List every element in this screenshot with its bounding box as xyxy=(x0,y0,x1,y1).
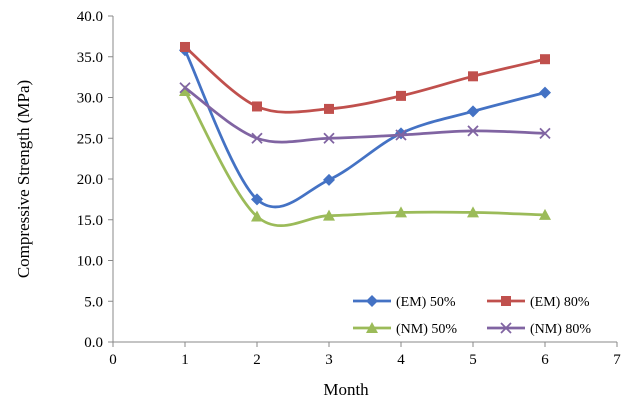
x-axis-title: Month xyxy=(323,380,369,399)
data-point xyxy=(323,132,335,144)
y-tick-label: 40.0 xyxy=(77,9,103,25)
data-point xyxy=(324,103,334,114)
legend-label: (NM) 50% xyxy=(396,322,457,337)
series-group xyxy=(179,41,551,227)
series-line xyxy=(184,86,546,144)
data-point xyxy=(251,132,263,144)
data-point xyxy=(395,127,407,140)
x-tick-label: 4 xyxy=(397,352,405,368)
plot-area: 0.0 5.0 10.0 15.0 20.0 25.0 30.0 35.0 40.0 0 1 2 3 4… xyxy=(77,9,622,368)
data-point xyxy=(468,71,478,82)
y-tick-label: 5.0 xyxy=(84,294,103,310)
data-point xyxy=(539,127,551,139)
data-point xyxy=(323,209,335,221)
data-point xyxy=(323,173,335,186)
y-tick-label: 15.0 xyxy=(77,213,103,229)
x-tick-label: 7 xyxy=(613,352,621,368)
legend-swatch-marker xyxy=(366,322,378,333)
data-point xyxy=(179,82,191,94)
x-tick-label: 3 xyxy=(325,352,333,368)
data-point xyxy=(467,105,479,118)
series-2 xyxy=(179,84,551,227)
data-point xyxy=(539,208,551,220)
legend-label: (EM) 80% xyxy=(530,295,590,310)
y-tick-label: 0.0 xyxy=(84,335,103,351)
series-line xyxy=(184,45,546,114)
legend-item: (EM) 50% xyxy=(353,295,456,310)
legend-swatch-marker xyxy=(500,322,512,334)
data-point xyxy=(395,129,407,141)
legend-item: (NM) 50% xyxy=(353,322,457,337)
x-axis-ticks: 0 1 2 3 4 5 6 7 xyxy=(109,342,621,368)
legend: (EM) 50% (EM) 80% (NM) 50% (NM) 80% xyxy=(353,295,591,337)
y-axis-ticks: 0.0 5.0 10.0 15.0 20.0 25.0 30.0 35.0 40.0 xyxy=(77,9,113,351)
data-point xyxy=(540,54,550,65)
y-axis-title: Compressive Strength (MPa) xyxy=(14,80,33,278)
data-point xyxy=(539,86,551,99)
data-point xyxy=(252,101,262,112)
y-tick-label: 35.0 xyxy=(77,50,103,66)
y-tick-label: 30.0 xyxy=(77,91,103,107)
x-tick-label: 6 xyxy=(541,352,549,368)
legend-item: (EM) 80% xyxy=(487,295,590,310)
legend-label: (EM) 50% xyxy=(396,295,456,310)
legend-swatch-marker xyxy=(501,296,511,306)
data-point xyxy=(396,90,406,101)
y-tick-label: 10.0 xyxy=(77,254,103,270)
data-point xyxy=(395,206,407,218)
y-tick-label: 20.0 xyxy=(77,172,103,188)
data-point xyxy=(251,193,263,206)
x-tick-label: 2 xyxy=(253,352,261,368)
x-tick-label: 5 xyxy=(469,352,477,368)
series-3 xyxy=(179,82,551,144)
data-point xyxy=(467,206,479,218)
data-point xyxy=(179,84,191,96)
y-tick-label: 25.0 xyxy=(77,131,103,147)
series-1 xyxy=(180,41,550,114)
legend-label: (NM) 80% xyxy=(530,322,591,337)
data-point xyxy=(251,210,263,222)
legend-item: (NM) 80% xyxy=(487,322,591,337)
data-point xyxy=(467,125,479,137)
data-point xyxy=(180,41,190,52)
legend-swatch-marker xyxy=(366,295,378,307)
x-tick-label: 0 xyxy=(109,352,117,368)
x-tick-label: 1 xyxy=(181,352,189,368)
